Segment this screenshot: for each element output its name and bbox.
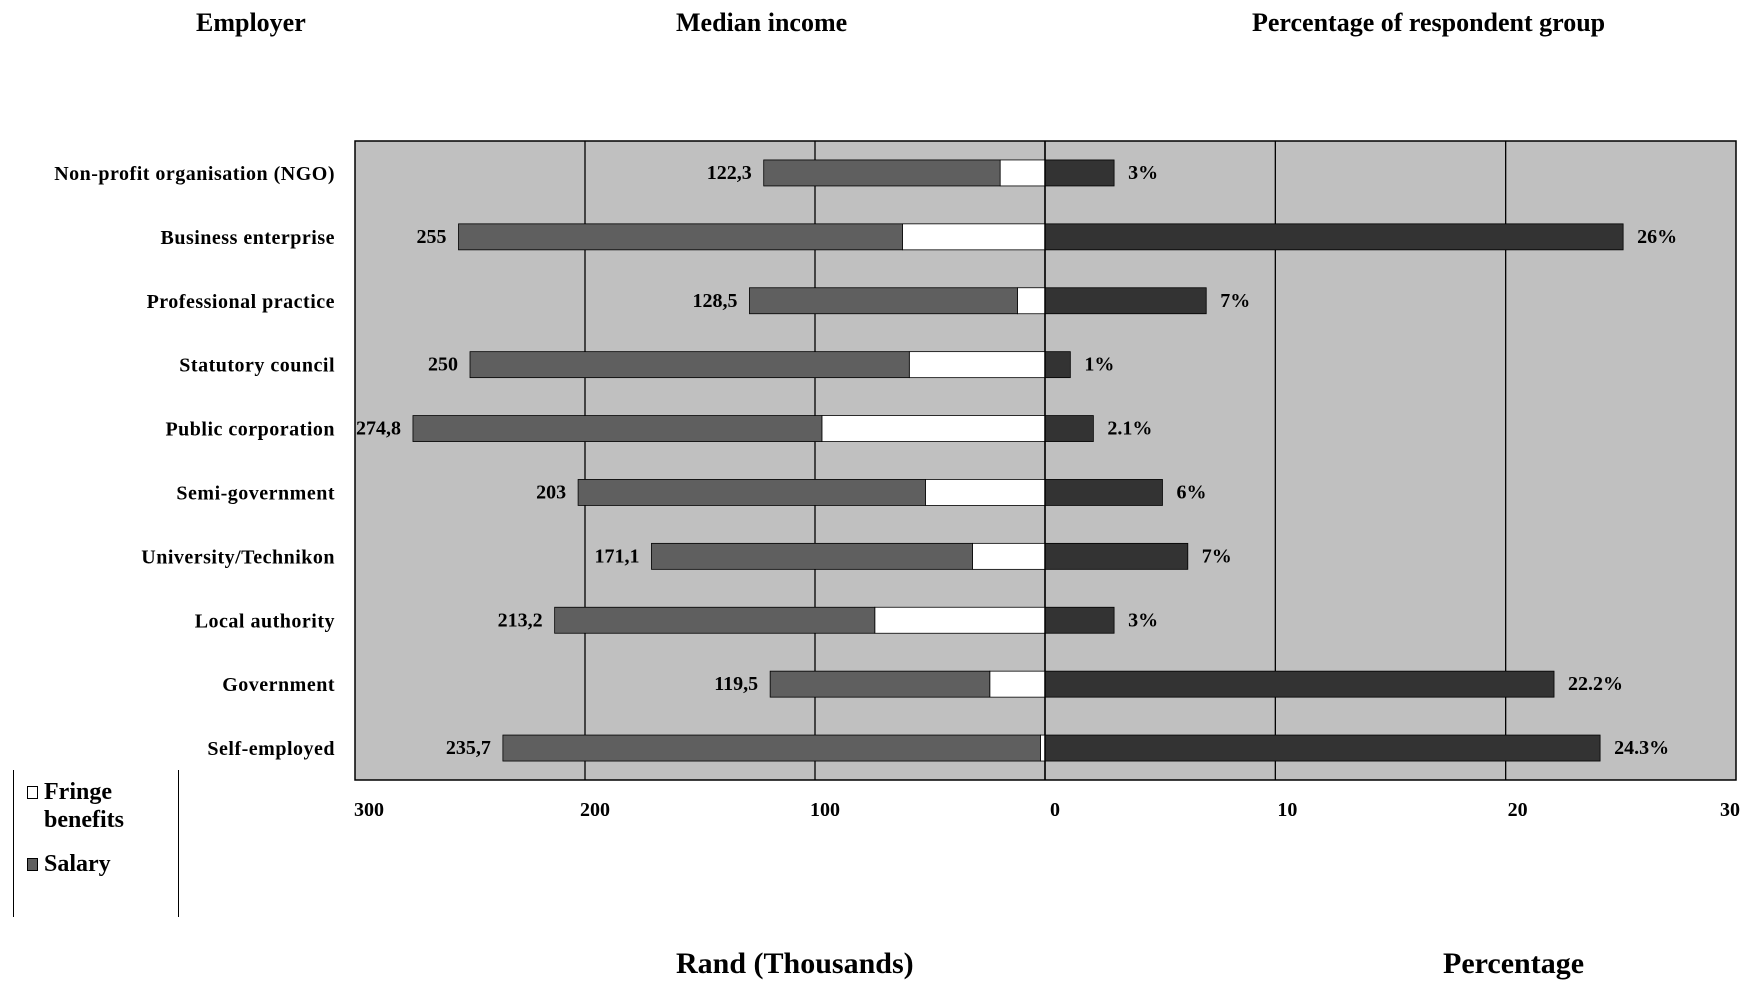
- fringe-bar: [874, 606, 1046, 634]
- income-total-label: 171,1: [594, 545, 639, 567]
- fringe-bar: [1017, 287, 1046, 315]
- employer-header: Employer: [196, 8, 306, 37]
- income-total-label: 122,3: [707, 162, 752, 184]
- category-label: Public corporation: [165, 419, 335, 441]
- fringe-swatch: [27, 786, 38, 799]
- salary-bar: [749, 287, 1018, 315]
- category-label: Government: [222, 674, 335, 696]
- salary-bar: [412, 415, 823, 442]
- category-label: University/Technikon: [141, 546, 335, 568]
- salary-bar: [769, 670, 991, 698]
- fringe-bar: [908, 351, 1046, 379]
- legend-fringe: Fringe benefits: [27, 778, 124, 834]
- percentage-label: 22.2%: [1568, 673, 1623, 695]
- percentage-bar: [1044, 734, 1601, 762]
- category-label: Statutory council: [179, 355, 335, 377]
- salary-bar: [763, 159, 1001, 187]
- tick-label-left: 100: [810, 799, 840, 821]
- fringe-bar: [972, 542, 1046, 570]
- percentage-label: 2.1%: [1107, 418, 1152, 440]
- fringe-bar: [989, 670, 1046, 698]
- percentage-axis-title: Percentage: [1443, 947, 1585, 980]
- category-label: Professional practice: [147, 291, 335, 313]
- legend-salary: Salary: [27, 850, 111, 878]
- tick-label-left: 200: [580, 799, 610, 821]
- percentage-bar: [1044, 670, 1555, 698]
- tick-label-left: 0: [1050, 799, 1060, 821]
- percentage-bar: [1044, 159, 1115, 187]
- fringe-bar: [925, 479, 1046, 506]
- percentage-bar: [1044, 542, 1189, 570]
- income-total-label: 203: [536, 481, 566, 503]
- salary-bar: [502, 734, 1041, 762]
- income-total-label: 213,2: [498, 609, 543, 631]
- fringe-bar: [821, 415, 1046, 442]
- fringe-bar: [999, 159, 1046, 187]
- fringe-bar: [902, 223, 1046, 251]
- category-label: Local authority: [195, 610, 335, 632]
- percentage-label: 3%: [1128, 609, 1158, 631]
- legend-salary-label: Salary: [44, 851, 111, 877]
- income-total-label: 274,8: [356, 418, 401, 440]
- tick-label-right: 10: [1277, 799, 1297, 821]
- percentage-bar: [1044, 287, 1207, 315]
- percentage-bar: [1044, 223, 1624, 251]
- income-total-label: 119,5: [714, 673, 758, 695]
- salary-bar: [577, 479, 926, 506]
- income-total-label: 255: [417, 226, 447, 248]
- salary-swatch: [27, 858, 38, 871]
- percentage-bar: [1044, 606, 1115, 634]
- percentage-label: 24.3%: [1614, 737, 1669, 759]
- category-label: Non-profit organisation (NGO): [54, 163, 335, 185]
- tick-label-left: 300: [354, 799, 384, 821]
- percentage-bar: [1044, 351, 1071, 379]
- category-label: Semi-government: [176, 482, 335, 504]
- percentage-bar: [1044, 415, 1094, 442]
- income-total-label: 235,7: [446, 737, 491, 759]
- income-total-label: 250: [428, 354, 458, 376]
- legend-fringe-line1: Fringe: [44, 779, 112, 805]
- percentage-label: 1%: [1084, 354, 1114, 376]
- percentage-label: 6%: [1176, 481, 1206, 503]
- percentage-group-header: Percentage of respondent group: [1252, 8, 1606, 37]
- income-total-label: 128,5: [692, 290, 737, 312]
- percentage-label: 7%: [1220, 290, 1250, 312]
- legend: Fringe benefits Salary: [13, 770, 179, 917]
- rand-axis-title: Rand (Thousands): [676, 947, 914, 980]
- tick-label-right: 30: [1720, 799, 1740, 821]
- percentage-bar: [1044, 479, 1163, 506]
- salary-bar: [458, 223, 903, 251]
- legend-fringe-line2: benefits: [44, 807, 124, 833]
- salary-bar: [469, 351, 910, 379]
- percentage-label: 3%: [1128, 162, 1158, 184]
- tick-label-right: 20: [1508, 799, 1528, 821]
- category-label: Self-employed: [207, 738, 335, 760]
- median-income-header: Median income: [676, 8, 848, 37]
- percentage-label: 7%: [1202, 545, 1232, 567]
- percentage-label: 26%: [1637, 226, 1677, 248]
- category-label: Business enterprise: [161, 227, 336, 249]
- salary-bar: [651, 542, 973, 570]
- salary-bar: [554, 606, 876, 634]
